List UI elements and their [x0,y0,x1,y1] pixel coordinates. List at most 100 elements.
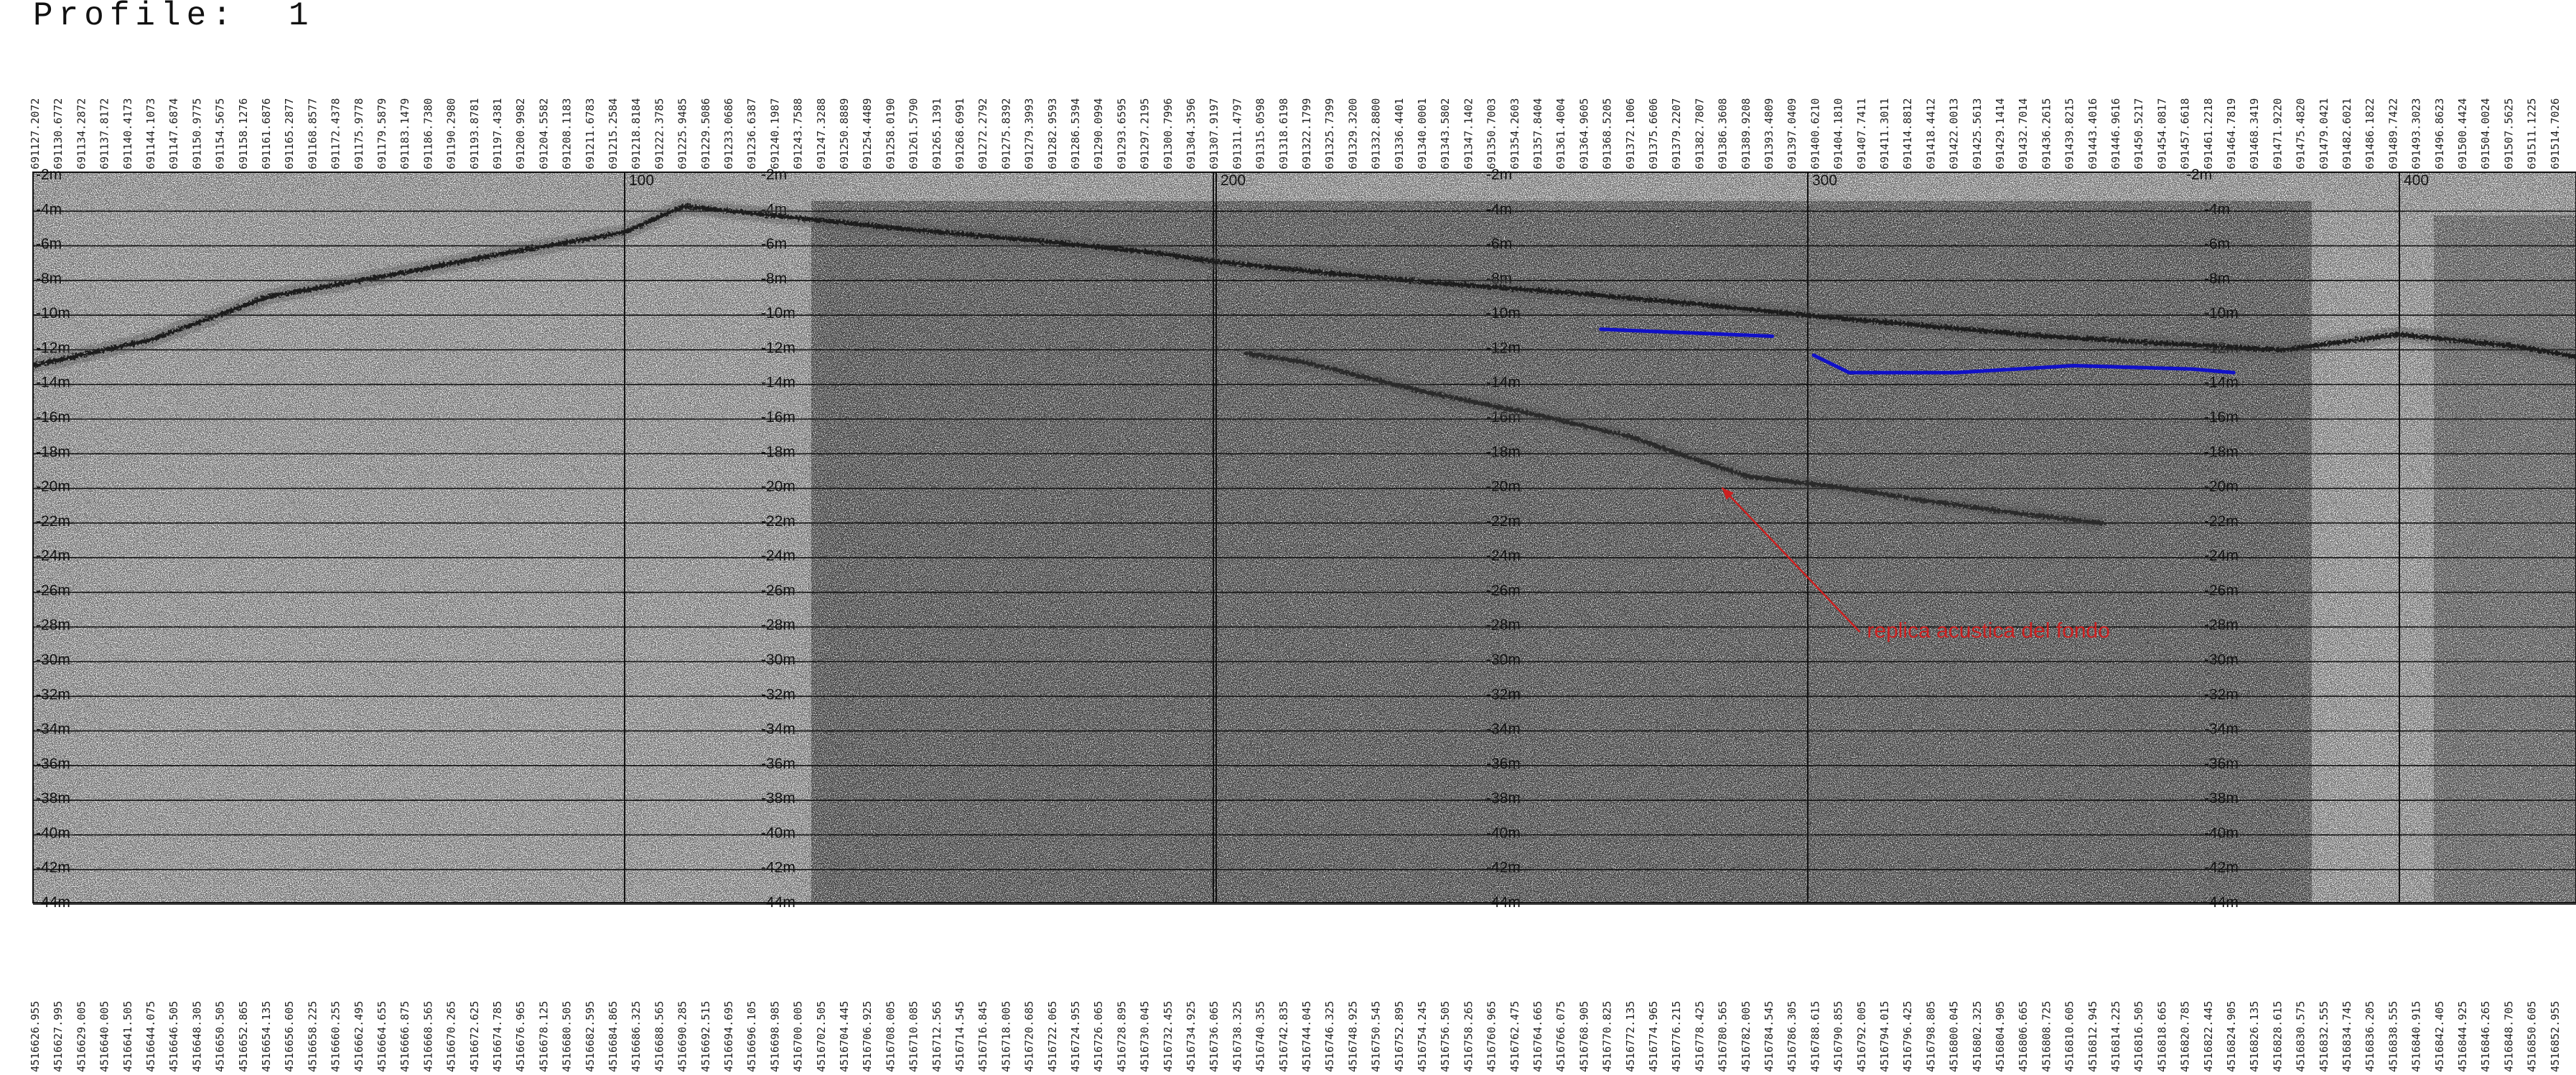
depth-tick-label: -36m [1486,756,1521,772]
coordinate-label: 4516652.865 [237,1001,250,1072]
depth-tick-label: -32m [36,686,70,703]
coordinate-label: 691290.0994 [1092,98,1105,169]
coordinate-label: 691422.0013 [1948,98,1961,169]
depth-tick-label: -28m [36,617,70,634]
coordinate-label: 691379.2207 [1670,98,1683,169]
depth-tick-label: -26m [1486,582,1521,598]
depth-tick-label: -28m [1486,617,1521,634]
coordinate-label: 4516690.285 [676,1001,689,1072]
coordinate-label: 4516792.005 [1855,1001,1868,1072]
coordinate-label: 691229.5086 [699,98,712,169]
coordinate-label: 691436.2615 [2040,98,2053,169]
coordinate-label: 4516648.305 [190,1001,203,1072]
depth-tick-label: -34m [36,721,70,738]
coordinate-label: 691211.6783 [584,98,597,169]
coordinate-label: 4516641.505 [121,1001,134,1072]
coordinate-label: 4516758.265 [1462,1001,1475,1072]
coordinate-label: 691147.6874 [167,98,180,169]
seismic-background [33,172,2576,903]
depth-tick-label: -24m [36,548,70,564]
reflector-line [33,204,2576,368]
coordinate-label: 4516772.135 [1624,1001,1637,1072]
coordinate-label: 4516818.665 [2155,1001,2168,1072]
coordinate-label: 4516640.005 [98,1001,111,1072]
coordinate-label: 691468.3419 [2248,98,2261,169]
depth-tick-label: -18m [2204,443,2239,460]
depth-tick-label: -36m [36,756,70,772]
bottom-coordinate-labels: 4516626.955 4516627.995 4516629.005 4516640… [29,1001,2562,1072]
coordinate-label: 691332.8800 [1370,98,1383,169]
depth-tick-label: -16m [2204,409,2239,426]
depth-tick-label: -42m [36,860,70,876]
coordinate-label: 691375.6606 [1647,98,1660,169]
coordinate-label: 4516796.425 [1901,1001,1914,1072]
coordinate-label: 4516692.515 [699,1001,712,1072]
coordinate-label: 691446.9616 [2109,98,2122,169]
coordinate-label: 4516768.905 [1577,1001,1590,1072]
coordinate-label: 4516756.505 [1439,1001,1452,1072]
coordinate-label: 691161.6876 [260,98,273,169]
coordinate-label: 4516838.555 [2386,1001,2399,1072]
noise-dense [811,201,2312,903]
distance-tick-label: 100 [629,172,654,189]
depth-tick-label: -14m [761,375,795,391]
coordinate-label: 4516826.135 [2248,1001,2261,1072]
coordinate-label: 691208.1183 [561,98,574,169]
coordinate-label: 691247.3288 [815,98,828,169]
depth-tick-label: -6m [36,236,62,253]
coordinate-label: 4516810.605 [2063,1001,2076,1072]
coordinate-label: 691425.5613 [1971,98,1984,169]
depth-tick-label: -44m [1486,894,1521,911]
depth-tick-label: -44m [761,894,795,911]
depth-tick-label: -18m [36,443,70,460]
coordinate-label: 691347.1402 [1462,98,1475,169]
coordinate-label: 691343.5802 [1439,98,1452,169]
coordinate-label: 4516760.965 [1485,1001,1498,1072]
coordinate-label: 4516734.925 [1185,1001,1198,1072]
coordinate-label: 691236.6387 [745,98,758,169]
coordinate-label: 691400.6210 [1809,98,1821,169]
coordinate-label: 4516844.925 [2456,1001,2469,1072]
coordinate-label: 4516832.555 [2318,1001,2330,1072]
coordinate-label: 691197.4381 [491,98,504,169]
depth-tick-label: -22m [36,513,70,530]
distance-tick-labels: 100 200 300 400 [629,172,2429,189]
coordinate-label: 691475.4820 [2295,98,2307,169]
coordinate-label: 691450.5217 [2132,98,2145,169]
noise-right [2434,215,2576,903]
coordinate-label: 691222.3785 [653,98,666,169]
coordinate-label: 4516646.505 [167,1001,180,1072]
coordinate-label: 4516814.225 [2109,1001,2122,1072]
coordinate-label: 691186.7380 [421,98,434,169]
coordinate-label: 691368.5205 [1601,98,1614,169]
coordinate-label: 691439.8215 [2063,98,2076,169]
coordinate-label: 691443.4016 [2086,98,2099,169]
coordinate-label: 4516740.355 [1254,1001,1267,1072]
coordinate-label: 4516724.955 [1069,1001,1082,1072]
coordinate-label: 4516774.965 [1647,1001,1660,1072]
coordinate-label: 4516808.725 [2040,1001,2053,1072]
depth-tick-label: -8m [2204,271,2230,287]
depth-tick-label: -2m [1486,166,1512,183]
coordinate-label: 4516794.015 [1878,1001,1891,1072]
coordinate-label: 691286.5394 [1069,98,1082,169]
annotation-label: replica acustica del fondo [1867,619,2110,642]
coordinate-label: 4516680.505 [561,1001,574,1072]
coordinate-label: 4516660.255 [330,1001,342,1072]
coordinate-label: 691233.0686 [722,98,735,169]
depth-tick-label: -38m [36,790,70,807]
depth-tick-label: -24m [1486,548,1521,564]
coordinate-label: 691500.4424 [2456,98,2469,169]
depth-tick-label: -30m [761,652,795,668]
depth-tick-label: -44m [2204,894,2239,911]
coordinate-label: 691218.8184 [630,98,643,169]
coordinate-label: 691471.9220 [2271,98,2284,169]
coordinate-label: 691336.4401 [1393,98,1406,169]
coordinate-label: 691261.5790 [907,98,920,169]
annotation-arrow-line [1721,487,1861,633]
coordinate-label: 691175.9778 [353,98,365,169]
coordinate-label: 691130.6772 [52,98,65,169]
traced-horizon-line [1599,327,1775,338]
coordinate-label: 691190.2980 [445,98,458,169]
coordinate-label: 4516852.955 [2549,1001,2562,1072]
